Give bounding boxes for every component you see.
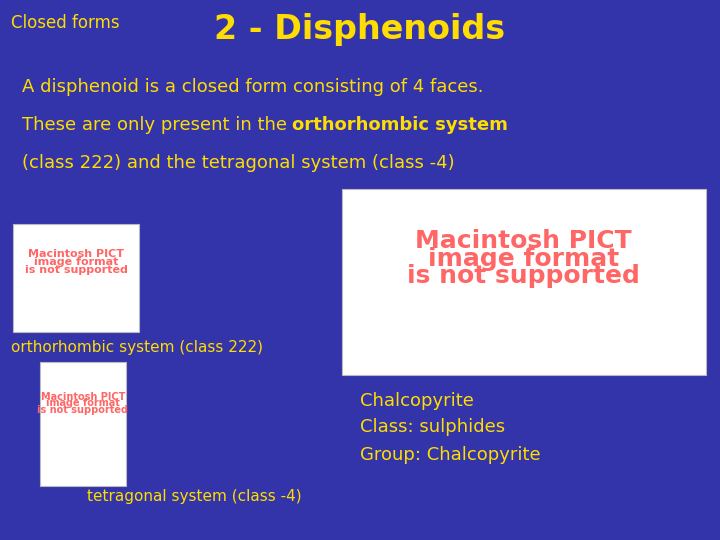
- Text: Class: sulphides: Class: sulphides: [360, 418, 505, 436]
- Text: Closed forms: Closed forms: [11, 14, 120, 31]
- Text: is not supported: is not supported: [408, 264, 640, 288]
- Text: is not supported: is not supported: [37, 405, 128, 415]
- Text: orthorhombic system: orthorhombic system: [292, 116, 508, 134]
- FancyBboxPatch shape: [40, 362, 126, 486]
- Text: Macintosh PICT: Macintosh PICT: [40, 392, 125, 402]
- Text: orthorhombic system (class 222): orthorhombic system (class 222): [11, 340, 263, 355]
- Text: image format: image format: [34, 257, 118, 267]
- FancyBboxPatch shape: [342, 189, 706, 375]
- Text: is not supported: is not supported: [24, 265, 127, 275]
- Text: image format: image format: [46, 399, 120, 408]
- Text: (class 222) and the tetragonal system (class -4): (class 222) and the tetragonal system (c…: [22, 154, 454, 172]
- Text: Macintosh PICT: Macintosh PICT: [415, 229, 632, 253]
- Text: Group: Chalcopyrite: Group: Chalcopyrite: [360, 446, 541, 463]
- Text: Macintosh PICT: Macintosh PICT: [28, 249, 124, 259]
- FancyBboxPatch shape: [13, 224, 139, 332]
- Text: These are only present in the: These are only present in the: [22, 116, 292, 134]
- Text: image format: image format: [428, 247, 619, 271]
- Text: tetragonal system (class -4): tetragonal system (class -4): [87, 489, 302, 504]
- Text: 2 - Disphenoids: 2 - Disphenoids: [215, 14, 505, 46]
- Text: A disphenoid is a closed form consisting of 4 faces.: A disphenoid is a closed form consisting…: [22, 78, 483, 96]
- Text: Chalcopyrite: Chalcopyrite: [360, 392, 474, 409]
